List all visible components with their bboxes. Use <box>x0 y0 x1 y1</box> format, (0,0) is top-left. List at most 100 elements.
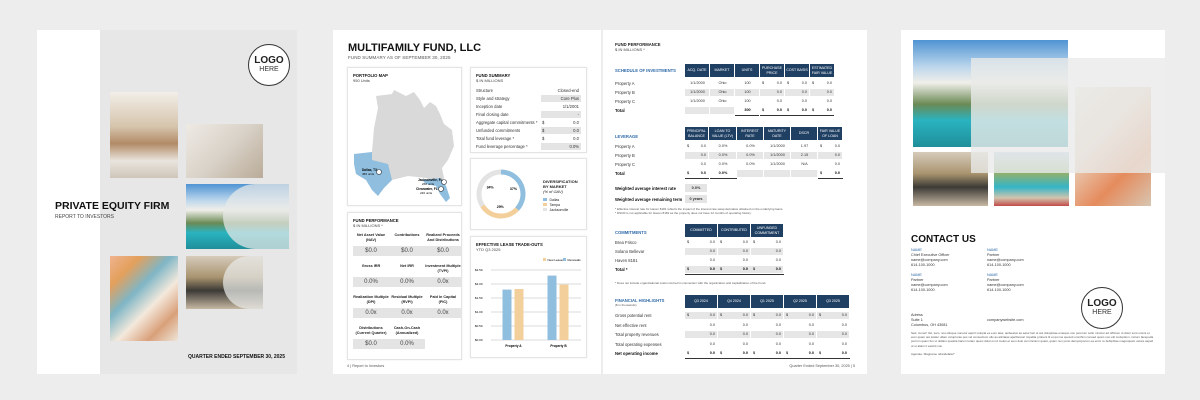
cell-shade <box>791 170 817 177</box>
cell-principal: 0.0 <box>700 144 706 148</box>
footnote: * Does not include organizational costs … <box>615 281 767 285</box>
currency-symbol: $ <box>542 120 545 125</box>
currency-symbol: $ <box>720 351 723 355</box>
legend-swatch <box>563 258 566 261</box>
cell-shade <box>685 312 717 319</box>
weighted-term-value: 0 years <box>685 195 707 203</box>
cell-rate <box>737 170 764 177</box>
row-label: Brea Frisco <box>615 240 637 245</box>
row-label: Property C <box>615 99 636 104</box>
contact-email[interactable]: name@company.com <box>911 283 948 287</box>
contact-email[interactable]: name@company.com <box>987 258 1024 262</box>
fund-summary-row: Total fund leverage * $0.0 <box>476 135 581 142</box>
bar-renewals <box>547 275 557 340</box>
diversification-card: 37% 29% 34% DIVERSIFICATION BY MARKET (% o… <box>470 158 587 230</box>
cell-amount: 0.0 <box>826 108 832 112</box>
cell-amount: 0.0 <box>775 332 781 336</box>
fund-summary-value: $0.0 <box>541 127 581 134</box>
double-underline <box>685 274 784 276</box>
metric-value: $0.0 <box>425 246 461 256</box>
website-link[interactable]: companywebsite.com <box>987 318 1024 322</box>
cell-amount: 0.0 <box>776 90 782 94</box>
cell-amount: 0.0 <box>775 240 781 244</box>
row-label: Solano Bellevar <box>615 249 645 254</box>
cell-market: Ohio <box>718 81 727 85</box>
fund-summary-page: MULTIFAMILY FUND, LLC FUND SUMMARY AS OF… <box>333 30 601 374</box>
cell-amount: 0.0 <box>742 341 748 346</box>
y-tick-label: $2.50 <box>475 268 483 272</box>
cell-shade <box>810 89 834 96</box>
cell-rate: 0.0% <box>746 162 755 166</box>
page-title: MULTIFAMILY FUND, LLC <box>348 42 482 54</box>
value-text: 0.0 <box>573 136 579 141</box>
marker-units: 240 units <box>420 191 433 195</box>
cell-amount: 0.0 <box>801 108 807 112</box>
back-page: CONTACT US Adress Suite 1 Columbus, OH 4… <box>901 30 1165 374</box>
cell-shade <box>685 331 717 338</box>
currency-symbol: $ <box>787 108 790 112</box>
donut-label: 29% <box>497 205 505 209</box>
contact-phone[interactable]: 614-100-1000 <box>911 288 935 292</box>
row-label: Gross potential rent <box>615 313 652 318</box>
cell-amount: 0.0 <box>776 81 782 85</box>
value-text: - <box>577 112 579 117</box>
cell-maturity <box>764 170 791 177</box>
marker-label: Clearwater, FL <box>416 187 438 191</box>
cell-acq-date: 1/1/2000 <box>690 81 705 85</box>
contact-email[interactable]: name@company.com <box>987 283 1024 287</box>
contact-phone[interactable]: 614-100-1000 <box>987 263 1011 267</box>
row-label: Total <box>615 171 625 176</box>
logo-text: LOGO <box>254 55 284 66</box>
map-title: PORTFOLIO MAP <box>353 73 388 78</box>
cell-dscr: N/A <box>801 162 808 166</box>
contact-phone[interactable]: 614-100-1000 <box>911 263 935 267</box>
cell-units: 100 <box>744 81 751 85</box>
table-header: UNFUNDED COMMITMENT <box>751 224 784 237</box>
map-marker-jacksonville[interactable] <box>441 179 447 185</box>
address-line: Columbus, OH 43081 <box>911 323 948 327</box>
cell-dscr: 1.97 <box>800 144 809 148</box>
cell-amount: 0.0 <box>709 249 715 253</box>
footnote: * Effective interest rate for Haven 8181… <box>615 207 784 211</box>
cell-amount: 0.0 <box>742 351 748 355</box>
fund-summary-label: Final closing date <box>476 112 509 117</box>
metric-value: 0.0% <box>353 277 389 287</box>
map-marker-clearwater[interactable] <box>438 186 444 192</box>
cell-shade <box>817 331 849 338</box>
cell-amount: 0.0 <box>709 258 715 262</box>
x-tick-label: Property B <box>550 344 567 348</box>
cell-shade <box>751 331 783 338</box>
currency-symbol: $ <box>542 128 545 133</box>
weighted-rate-label: Weighted average interest rate <box>615 186 676 191</box>
cell-principal: 0.0 <box>700 171 706 175</box>
cell-amount: 0.0 <box>742 322 748 327</box>
cell-shade <box>710 107 734 114</box>
contact-phone[interactable]: 614-100-1000 <box>987 288 1011 292</box>
cell-rate: 0.0% <box>746 153 755 157</box>
cell-shade <box>735 89 759 96</box>
map-marker-dallas[interactable] <box>376 169 382 175</box>
double-underline <box>735 115 759 117</box>
marker-label: Dallas, TX <box>362 168 378 172</box>
table-header: Q1 2025 <box>751 295 784 308</box>
section-title: FINANCIAL HIGHLIGHTS <box>615 298 665 303</box>
metric-label: Distributions (Current Quarter) <box>355 326 387 335</box>
cell-shade <box>737 152 763 159</box>
fund-summary-value: 0.0% <box>541 143 581 150</box>
cell-units: 300 <box>744 108 751 112</box>
cell-dscr <box>791 170 818 177</box>
fund-summary-row: Style and strategy Core Plus <box>476 95 581 102</box>
metric-value: 0.0x <box>425 308 461 318</box>
cell-amount: 0.0 <box>742 332 748 336</box>
metric-value: 0.0x <box>389 308 425 318</box>
cell-shade <box>751 312 783 319</box>
cell-fair-value: 0.0 <box>834 171 840 175</box>
cell-amount: 0.0 <box>841 351 847 355</box>
cell-amount: 0.0 <box>775 351 781 355</box>
contact-email[interactable]: name@company.com <box>911 258 948 262</box>
row-label: Net effective rent <box>615 322 647 328</box>
legend-item: Dallas <box>543 197 568 202</box>
fund-summary-row: Fund leverage percentage * 0.0% <box>476 143 581 150</box>
contact-card: NAME Partner name@company.com 614-100-1000 <box>987 273 1024 293</box>
currency-symbol: $ <box>786 313 789 317</box>
